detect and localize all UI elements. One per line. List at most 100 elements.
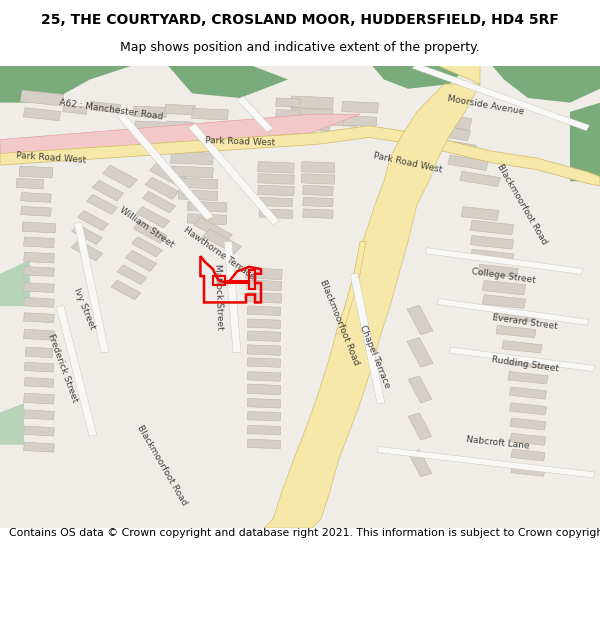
Polygon shape bbox=[20, 90, 64, 106]
Polygon shape bbox=[23, 410, 55, 420]
Polygon shape bbox=[245, 268, 283, 279]
Polygon shape bbox=[247, 319, 281, 329]
Polygon shape bbox=[482, 294, 526, 308]
Polygon shape bbox=[23, 282, 55, 292]
Text: Hawthorne Terrace: Hawthorne Terrace bbox=[181, 225, 257, 281]
Text: Blackmoorfoot Road: Blackmoorfoot Road bbox=[495, 162, 549, 246]
Polygon shape bbox=[258, 174, 294, 184]
Polygon shape bbox=[111, 280, 141, 300]
Polygon shape bbox=[16, 178, 44, 189]
Polygon shape bbox=[510, 433, 546, 446]
Text: College Street: College Street bbox=[472, 267, 536, 285]
Text: Blackmoorfoot Road: Blackmoorfoot Road bbox=[135, 424, 189, 508]
Polygon shape bbox=[436, 139, 476, 154]
Polygon shape bbox=[437, 299, 589, 325]
Text: 25, THE COURTYARD, CROSLAND MOOR, HUDDERSFIELD, HD4 5RF: 25, THE COURTYARD, CROSLAND MOOR, HUDDER… bbox=[41, 13, 559, 27]
Polygon shape bbox=[511, 464, 545, 476]
Polygon shape bbox=[136, 207, 170, 228]
Polygon shape bbox=[71, 240, 103, 261]
Polygon shape bbox=[290, 96, 334, 109]
Polygon shape bbox=[92, 180, 124, 201]
Polygon shape bbox=[448, 155, 488, 171]
Polygon shape bbox=[25, 347, 53, 358]
Polygon shape bbox=[301, 174, 335, 184]
Polygon shape bbox=[303, 198, 333, 207]
Polygon shape bbox=[470, 220, 514, 235]
Polygon shape bbox=[19, 166, 53, 178]
Polygon shape bbox=[247, 411, 281, 421]
Polygon shape bbox=[224, 241, 241, 352]
Polygon shape bbox=[247, 398, 281, 408]
Polygon shape bbox=[125, 251, 157, 271]
Text: Park Road West: Park Road West bbox=[373, 151, 443, 174]
Polygon shape bbox=[71, 224, 103, 244]
Polygon shape bbox=[511, 449, 545, 461]
Polygon shape bbox=[482, 281, 526, 295]
Polygon shape bbox=[23, 266, 55, 276]
Polygon shape bbox=[23, 442, 55, 452]
Polygon shape bbox=[188, 124, 280, 224]
Polygon shape bbox=[23, 329, 55, 340]
Polygon shape bbox=[276, 98, 300, 107]
Polygon shape bbox=[301, 162, 335, 173]
Polygon shape bbox=[145, 177, 179, 199]
Polygon shape bbox=[203, 229, 241, 254]
Text: Rudding Street: Rudding Street bbox=[491, 355, 559, 373]
Polygon shape bbox=[247, 331, 281, 341]
Polygon shape bbox=[327, 116, 357, 126]
Polygon shape bbox=[510, 418, 546, 430]
Polygon shape bbox=[135, 121, 165, 131]
Polygon shape bbox=[77, 211, 109, 231]
Text: Park Road West: Park Road West bbox=[205, 136, 275, 148]
Text: William Street: William Street bbox=[118, 206, 176, 249]
Text: Nabcroft Lane: Nabcroft Lane bbox=[466, 435, 530, 451]
Polygon shape bbox=[303, 209, 333, 218]
Polygon shape bbox=[372, 66, 468, 89]
Polygon shape bbox=[460, 171, 500, 187]
Polygon shape bbox=[62, 105, 88, 114]
Polygon shape bbox=[247, 425, 281, 435]
Polygon shape bbox=[247, 292, 281, 303]
Polygon shape bbox=[350, 273, 385, 404]
Polygon shape bbox=[89, 101, 121, 113]
Polygon shape bbox=[428, 112, 472, 130]
Text: A62 : Manchester Road: A62 : Manchester Road bbox=[59, 98, 163, 121]
Polygon shape bbox=[0, 126, 600, 186]
Polygon shape bbox=[461, 207, 499, 221]
Polygon shape bbox=[178, 190, 218, 201]
Polygon shape bbox=[247, 357, 281, 367]
Polygon shape bbox=[20, 206, 52, 216]
Text: Moorside Avenue: Moorside Avenue bbox=[447, 94, 525, 116]
Polygon shape bbox=[341, 101, 379, 113]
Polygon shape bbox=[264, 66, 480, 528]
Polygon shape bbox=[165, 104, 195, 115]
Polygon shape bbox=[470, 249, 514, 263]
Polygon shape bbox=[24, 362, 54, 372]
Polygon shape bbox=[23, 393, 55, 404]
Polygon shape bbox=[247, 384, 281, 394]
Polygon shape bbox=[290, 108, 334, 120]
Polygon shape bbox=[407, 338, 433, 367]
Polygon shape bbox=[259, 198, 293, 207]
Polygon shape bbox=[257, 162, 295, 173]
Polygon shape bbox=[408, 450, 432, 477]
Polygon shape bbox=[74, 222, 109, 353]
Polygon shape bbox=[22, 222, 56, 233]
Polygon shape bbox=[508, 356, 548, 369]
Polygon shape bbox=[194, 217, 232, 242]
Polygon shape bbox=[178, 178, 218, 189]
Polygon shape bbox=[131, 237, 163, 257]
Polygon shape bbox=[247, 372, 281, 381]
Polygon shape bbox=[170, 166, 214, 178]
Polygon shape bbox=[23, 107, 61, 121]
Polygon shape bbox=[237, 96, 273, 132]
Text: Park Road West: Park Road West bbox=[16, 151, 86, 165]
Polygon shape bbox=[478, 264, 518, 278]
Polygon shape bbox=[430, 124, 470, 141]
Polygon shape bbox=[133, 221, 167, 243]
Text: Everard Street: Everard Street bbox=[492, 313, 558, 331]
Polygon shape bbox=[168, 66, 288, 98]
Polygon shape bbox=[258, 185, 294, 196]
Polygon shape bbox=[509, 387, 547, 399]
Polygon shape bbox=[259, 209, 293, 219]
